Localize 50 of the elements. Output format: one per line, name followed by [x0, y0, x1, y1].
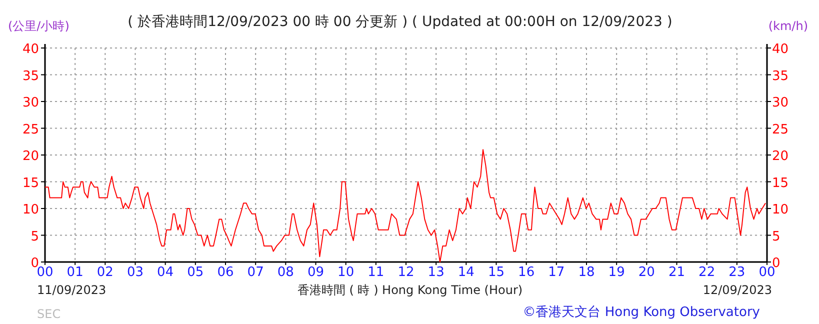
y-tick-label: 15: [22, 176, 39, 191]
text: 12/09/2023: [702, 283, 772, 297]
x-tick-label: 04: [157, 265, 174, 280]
x-tick-label: 03: [126, 265, 144, 280]
x-tick-label: 11: [368, 265, 384, 280]
y2-tick-label: 15: [772, 176, 789, 191]
x-tick-label: 09: [307, 265, 324, 280]
x-tick-label: 07: [247, 265, 264, 280]
x-axis-title: 香港時間 ( 時 ) Hong Kong Time (Hour): [297, 283, 523, 297]
y2-tick-label: 10: [772, 202, 789, 218]
x-tick-label: 18: [578, 265, 595, 280]
x-tick-label: 22: [698, 265, 716, 280]
y-tick-label: 30: [22, 96, 39, 110]
y-tick-label: 25: [22, 122, 39, 138]
y2-tick-label: 25: [772, 122, 789, 138]
x-tick-label: 14: [458, 265, 474, 280]
y-tick-label: 10: [22, 202, 39, 218]
y-tick-label: 40: [22, 42, 39, 57]
x-tick-label: 13: [428, 265, 444, 280]
x-tick-label: 21: [668, 265, 686, 280]
x-tick-label: 05: [187, 265, 204, 280]
y2-axis-title: (km/h): [768, 19, 808, 33]
y2-tick-label: 30: [772, 96, 789, 110]
text: 11/09/2023: [37, 283, 106, 297]
x-tick-label: 23: [728, 265, 746, 280]
y2-tick-label: 20: [772, 149, 789, 164]
x-tick-label: 02: [96, 265, 114, 280]
y-axis-title: (公里/小時): [8, 19, 70, 33]
x-tick-label: 19: [608, 265, 625, 280]
x-tick-label: 16: [518, 265, 535, 280]
x-tick-label: 12: [398, 265, 414, 280]
x-tick-label: 10: [338, 265, 354, 280]
y2-tick-label: 40: [772, 42, 789, 57]
x-tick-label: 15: [488, 265, 505, 280]
x-tick-label: 20: [638, 265, 655, 280]
y2-tick-label: 5: [772, 229, 780, 244]
x-tick-label: 08: [277, 265, 294, 280]
x-tick-label: 00: [758, 265, 776, 280]
x-tick-label: 06: [217, 265, 234, 280]
text: SEC: [37, 307, 61, 321]
y-tick-label: 0: [30, 256, 39, 271]
text: ©香港天文台 Hong Kong Observatory: [522, 305, 760, 320]
y-tick-label: 20: [22, 149, 39, 164]
y-tick-label: 35: [22, 68, 39, 84]
y2-tick-label: 35: [772, 68, 789, 84]
x-tick-label: 17: [548, 265, 565, 280]
chart-title: ( 於香港時間12/09/2023 00 時 00 分更新 ) ( Updated at 00:00H on 12/09/2023 ): [128, 14, 672, 30]
x-tick-label: 01: [66, 265, 84, 280]
y-tick-label: 5: [30, 229, 39, 244]
x-tick-label: 00: [36, 265, 54, 280]
